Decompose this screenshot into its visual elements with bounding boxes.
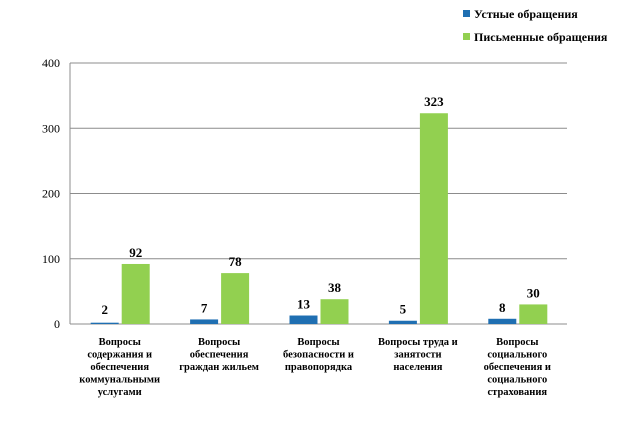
y-tick-label: 200 [42,187,60,201]
legend-label: Письменные обращения [474,30,608,44]
bar-written [221,273,250,324]
data-label: 13 [297,297,311,312]
y-tick-label: 300 [42,121,60,135]
y-tick-label: 0 [54,317,60,331]
data-label: 30 [527,285,540,300]
x-category-label-line: занятости [394,350,441,361]
x-category-label-line: социального [487,350,547,361]
bar-written [419,113,448,325]
x-category-label-line: страхования [488,387,548,398]
x-category-label-line: социального [487,375,547,386]
data-label: 8 [499,300,506,315]
x-category-label-line: Вопросы [99,337,141,348]
x-category-label-line: безопасности и [283,350,354,361]
data-label: 2 [101,302,108,317]
bar-oral [90,322,119,324]
x-category-label-line: обеспечения [90,362,149,373]
legend-swatch [463,10,470,17]
data-label: 7 [201,300,208,315]
x-category-label-line: Вопросы труда и [378,337,458,348]
x-category-label-line: обеспечения и [484,362,551,373]
x-category-label: Вопросы безопасности и правопорядка [283,337,354,373]
y-tick-label: 400 [42,56,60,70]
x-category-label: Вопросы обеспечения граждан жильем [179,337,259,373]
bar-written [320,299,349,324]
x-category-label-line: населения [393,362,442,373]
legend-swatch [463,33,470,40]
data-label: 92 [129,245,142,260]
x-category-label-line: обеспечения [190,350,249,361]
data-label: 38 [328,280,342,295]
x-category-label: Вопросы труда и занятости населения [378,337,458,373]
x-category-label: Вопросы социального обеспечения и социально… [484,337,551,398]
x-category-label-line: Вопросы [198,337,240,348]
legend-label: Устные обращения [474,7,578,21]
x-category-label: Вопросы содержания и обеспечения коммунальн… [79,337,160,398]
x-category-label-line: Вопросы [297,337,339,348]
data-label: 78 [229,254,243,269]
bar-written [121,263,150,324]
y-tick-label: 100 [42,252,60,266]
x-category-label-line: коммунальными [79,375,160,386]
data-label: 323 [424,94,444,109]
bar-oral [289,315,318,324]
x-category-label-line: услугами [98,387,142,398]
bar-oral [488,318,517,324]
bar-oral [388,320,417,324]
x-category-label-line: Вопросы [496,337,538,348]
bar-written [519,304,548,324]
x-category-label-line: содержания и [87,350,152,361]
bar-oral [190,319,219,324]
data-label: 5 [400,302,407,317]
x-category-label-line: граждан жильем [179,362,259,373]
x-category-label-line: правопорядка [285,362,353,373]
